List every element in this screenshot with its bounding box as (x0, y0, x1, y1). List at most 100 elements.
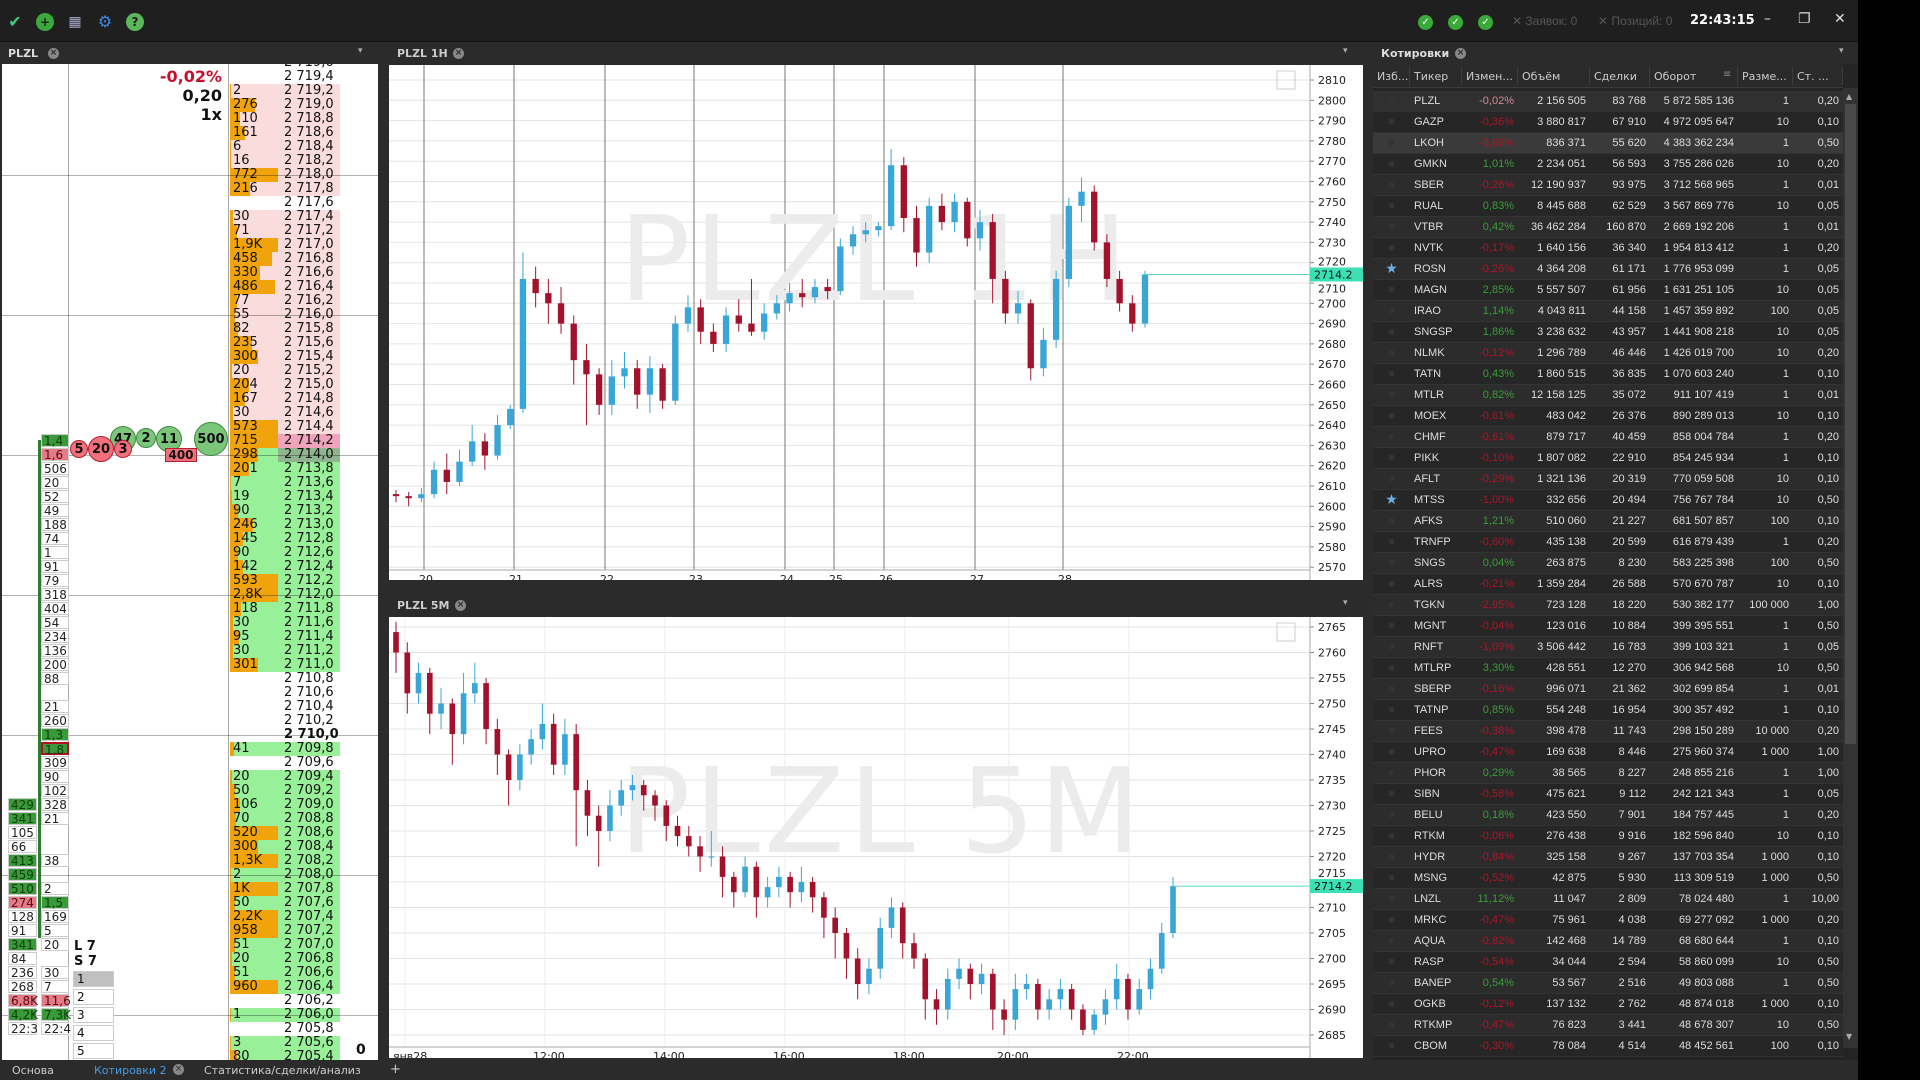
favorite-toggle[interactable]: ■ (1388, 347, 1395, 359)
quote-row[interactable]: ■ RTKMP -0,47% 76 823 3 441 48 678 307 10 0,50 (1373, 1015, 1843, 1036)
price-cell[interactable]: 2 707,0 (278, 938, 340, 952)
quote-row[interactable]: ■ GAZP -0,36% 3 880 817 67 910 4 972 095 647 1… (1373, 112, 1843, 133)
price-cell[interactable]: 2 706,2 (278, 994, 340, 1008)
scroll-down-icon[interactable]: ▼ (1846, 1032, 1853, 1041)
volume-cell[interactable] (230, 1022, 278, 1036)
volume-cell[interactable] (230, 490, 278, 504)
favorite-toggle[interactable]: ■ (1388, 473, 1395, 485)
price-cell[interactable]: 2 719,0 (278, 98, 340, 112)
quote-row[interactable]: ★ MTSS -1,00% 332 656 20 494 756 767 784 10 0,5… (1373, 490, 1843, 511)
table-icon[interactable]: ▦ (68, 14, 82, 30)
quote-row[interactable]: ■ SBERP -0,16% 996 071 21 362 302 699 854 1 0,0… (1373, 679, 1843, 700)
price-cell[interactable]: 2 716,0 (278, 308, 340, 322)
volume-cell[interactable] (230, 686, 278, 700)
price-cell[interactable]: 2 717,4 (278, 210, 340, 224)
favorite-toggle[interactable]: ■ (1388, 830, 1395, 842)
quote-row[interactable]: ■ MSNG -0,52% 42 875 5 930 113 309 519 1 000 0,… (1373, 868, 1843, 889)
favorite-toggle[interactable]: ■ (1388, 326, 1395, 338)
price-cell[interactable]: 2 711,8 (278, 602, 340, 616)
quote-row[interactable]: ■ AFLT -0,29% 1 321 136 20 319 770 059 508 10 0… (1373, 469, 1843, 490)
quote-row[interactable]: ■ LNZL 11,12% 11 047 2 809 78 024 480 1 10,00 (1373, 889, 1843, 910)
favorite-toggle[interactable]: ■ (1388, 935, 1395, 947)
orderbook-row[interactable]: 50 2 709,2 (2, 784, 378, 798)
quote-row[interactable]: ■ NLMK -0,12% 1 296 789 46 446 1 426 019 700 1… (1373, 343, 1843, 364)
scrollbar[interactable]: ▲ ▼ (1843, 88, 1858, 1048)
price-cell[interactable]: 2 712,0 (278, 588, 340, 602)
tab-statistics[interactable]: Статистика/сделки/анализ (204, 1064, 361, 1077)
quote-row[interactable]: ■ UPRO -0,47% 169 638 8 446 275 960 374 1 000 1… (1373, 742, 1843, 763)
volume-cell[interactable] (230, 546, 278, 560)
price-cell[interactable]: 2 709,6 (278, 756, 340, 770)
quote-row[interactable]: ■ IRAO 1,14% 4 043 811 44 158 1 457 359 892 10… (1373, 301, 1843, 322)
lot-option[interactable]: 5 (73, 1043, 114, 1059)
volume-cell[interactable] (230, 406, 278, 420)
favorite-toggle[interactable]: ■ (1388, 284, 1395, 296)
orderbook-row[interactable]: 201 2 713,8 (2, 462, 378, 476)
orderbook-row[interactable]: 458 2 716,8 (2, 252, 378, 266)
price-cell[interactable]: 2 706,0 (278, 1008, 340, 1022)
volume-cell[interactable] (230, 1050, 278, 1060)
orderbook-row[interactable]: 142 2 712,4 (2, 560, 378, 574)
add-icon[interactable]: + (36, 13, 54, 31)
orderbook-row[interactable]: 2,8K 2 712,0 (2, 588, 378, 602)
orderbook-row[interactable]: 2 717,6 (2, 196, 378, 210)
price-cell[interactable]: 2 709,8 (278, 742, 340, 756)
favorite-toggle[interactable]: ■ (1388, 641, 1395, 653)
quote-row[interactable]: ■ MAGN 2,85% 5 557 507 61 956 1 631 251 105 10… (1373, 280, 1843, 301)
orderbook-row[interactable]: 167 2 714,8 (2, 392, 378, 406)
volume-cell[interactable] (230, 756, 278, 770)
close-tab-icon[interactable]: × (455, 600, 466, 611)
favorite-toggle[interactable]: ■ (1388, 683, 1395, 695)
favorite-toggle[interactable]: ■ (1388, 452, 1395, 464)
favorite-toggle[interactable]: ■ (1388, 410, 1395, 422)
favorite-toggle[interactable]: ■ (1388, 158, 1395, 170)
volume-cell[interactable] (230, 476, 278, 490)
orderbook-row[interactable]: 1,9K 2 717,0 (2, 238, 378, 252)
quotes-tab[interactable]: Котировки (1381, 47, 1450, 60)
quote-row[interactable]: ■ RASP -0,54% 34 044 2 594 58 860 099 10 0,50 (1373, 952, 1843, 973)
volume-cell[interactable] (230, 602, 278, 616)
trade-bubble-buy[interactable]: 11 (156, 426, 182, 452)
quote-row[interactable]: ■ TGKN -2,95% 723 128 18 220 530 382 177 100 0… (1373, 595, 1843, 616)
volume-cell[interactable] (230, 784, 278, 798)
orderbook-row[interactable]: 90 2 712,6 (2, 546, 378, 560)
price-cell[interactable]: 2 708,6 (278, 826, 340, 840)
favorite-toggle[interactable]: ■ (1388, 431, 1395, 443)
orderbook-row[interactable]: 2 709,6 (2, 756, 378, 770)
trade-bubble-sell[interactable]: 5 (70, 440, 88, 458)
orderbook-row[interactable]: 106 2 709,0 (2, 798, 378, 812)
volume-cell[interactable] (230, 64, 278, 70)
lot-option[interactable]: 1 (73, 971, 114, 987)
favorite-toggle[interactable]: ■ (1388, 137, 1395, 149)
orderbook-row[interactable]: 71 2 717,2 (2, 224, 378, 238)
favorite-toggle[interactable]: ■ (1388, 389, 1395, 401)
price-cell[interactable]: 2 713,8 (278, 462, 340, 476)
trade-block-sell[interactable]: 400 (165, 448, 197, 462)
quote-row[interactable]: ■ AFKS 1,21% 510 060 21 227 681 507 857 100 0,1… (1373, 511, 1843, 532)
orderbook-row[interactable]: 80 2 705,4 (2, 1050, 378, 1060)
orderbook-row[interactable]: 161 2 718,6 (2, 126, 378, 140)
price-cell[interactable]: 2 708,2 (278, 854, 340, 868)
orderbook-row[interactable]: 20 2 715,2 (2, 364, 378, 378)
chart-5m-tab[interactable]: PLZL 5M (397, 599, 450, 612)
volume-cell[interactable] (230, 70, 278, 84)
orderbook-row[interactable]: 51 2 707,0 (2, 938, 378, 952)
orderbook-row[interactable]: 1 2 706,0 (2, 1008, 378, 1022)
price-cell[interactable]: 2 708,8 (278, 812, 340, 826)
orderbook-tab[interactable]: PLZL (8, 47, 39, 60)
orderbook-row[interactable]: 41 2 709,8 (2, 742, 378, 756)
quote-row[interactable]: ■ FEES -0,38% 398 478 11 743 298 150 289 10 00… (1373, 721, 1843, 742)
volume-cell[interactable] (230, 308, 278, 322)
price-cell[interactable]: 2 710,8 (278, 672, 340, 686)
quote-row[interactable]: ■ ALRS -0,21% 1 359 284 26 588 570 670 787 10 0… (1373, 574, 1843, 595)
price-cell[interactable]: 2 719,6 (278, 64, 340, 70)
orderbook-row[interactable]: 235 2 715,6 (2, 336, 378, 350)
quote-row[interactable]: ■ CBOM -0,30% 78 084 4 514 48 452 561 100 0,10 (1373, 1036, 1843, 1057)
orderbook-row[interactable]: 2 719,4 (2, 70, 378, 84)
column-header[interactable]: Ст. ... (1797, 70, 1829, 83)
orderbook-row[interactable]: 2 710,4 (2, 700, 378, 714)
favorite-toggle[interactable]: ■ (1388, 116, 1395, 128)
volume-cell[interactable] (230, 798, 278, 812)
price-cell[interactable]: 2 717,0 (278, 238, 340, 252)
volume-cell[interactable] (230, 770, 278, 784)
